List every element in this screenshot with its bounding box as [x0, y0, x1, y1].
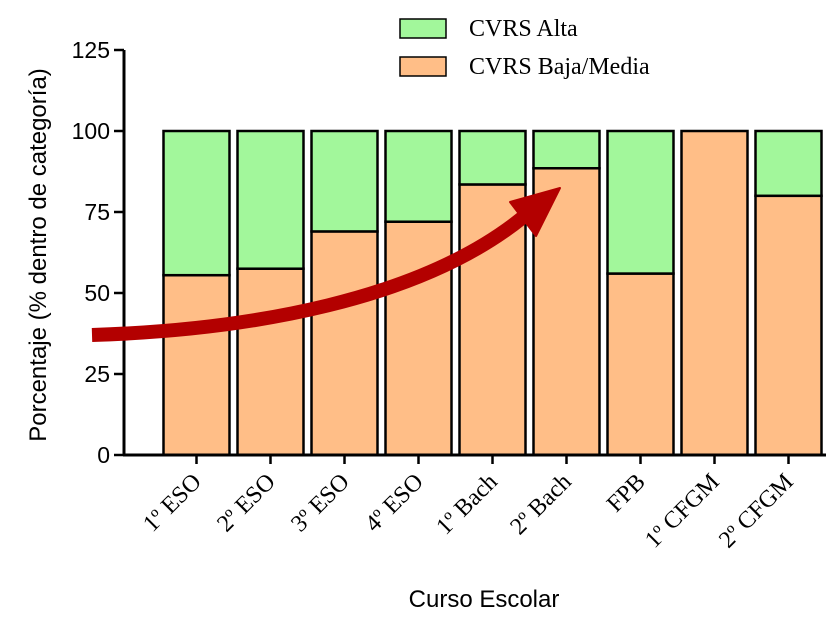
axes-group [114, 48, 826, 464]
bar-alta-1 [236, 129, 305, 270]
legend: CVRS Alta CVRS Baja/Media [399, 16, 650, 80]
y-tick-label: 0 [97, 442, 110, 468]
bar-alta-3 [384, 129, 453, 223]
bar-alta-0 [162, 129, 231, 277]
y-axis-title: Porcentaje (% dentro de categoría) [25, 68, 52, 442]
arrow-shaft [91, 212, 527, 342]
bar-alta-4 [458, 129, 527, 186]
x-tick-label: FPB [602, 469, 651, 518]
x-tick-label: 2º Bach [505, 469, 576, 540]
bar-alta-5 [532, 129, 601, 170]
trend-arrow [91, 187, 561, 342]
y-tick-label: 100 [72, 118, 110, 144]
legend-label: CVRS Baja/Media [469, 54, 650, 80]
legend-label: CVRS Alta [469, 16, 578, 42]
x-tick-labels: 1º ESO 2º ESO 3º ESO 4º ESO 1º Bach 2º Bach FP… [138, 469, 798, 553]
bar-baja-media-0 [162, 273, 231, 457]
bar-baja-media-8 [754, 194, 823, 457]
y-tick-label: 25 [84, 361, 110, 387]
arrow-head [509, 187, 561, 237]
bars-group [162, 129, 823, 457]
bar-baja-media-1 [236, 267, 305, 457]
x-tick-label: 1º CFGM [640, 469, 724, 553]
bar-baja-media-3 [384, 220, 453, 457]
x-tick-label: 4º ESO [360, 469, 428, 537]
x-axis-title: Curso Escolar [409, 586, 560, 613]
bar-baja-media-2 [310, 230, 379, 457]
y-tick-labels: 0 25 50 75 100 125 [72, 37, 110, 468]
x-tick-label: 2º ESO [212, 469, 280, 537]
x-tick-label: 2º CFGM [714, 469, 798, 553]
x-tick-label: 1º ESO [138, 469, 206, 537]
x-tick-label: 3º ESO [286, 469, 354, 537]
legend-swatch [399, 56, 447, 77]
legend-swatch [399, 18, 447, 39]
bar-alta-2 [310, 129, 379, 233]
bar-baja-media-7 [680, 129, 749, 457]
bar-alta-6 [606, 129, 675, 275]
x-tick-label: 1º Bach [431, 469, 502, 540]
y-tick-label: 50 [84, 280, 110, 306]
bar-alta-8 [754, 129, 823, 198]
y-tick-label: 75 [84, 199, 110, 225]
y-tick-label: 125 [72, 37, 110, 63]
bar-baja-media-6 [606, 272, 675, 457]
